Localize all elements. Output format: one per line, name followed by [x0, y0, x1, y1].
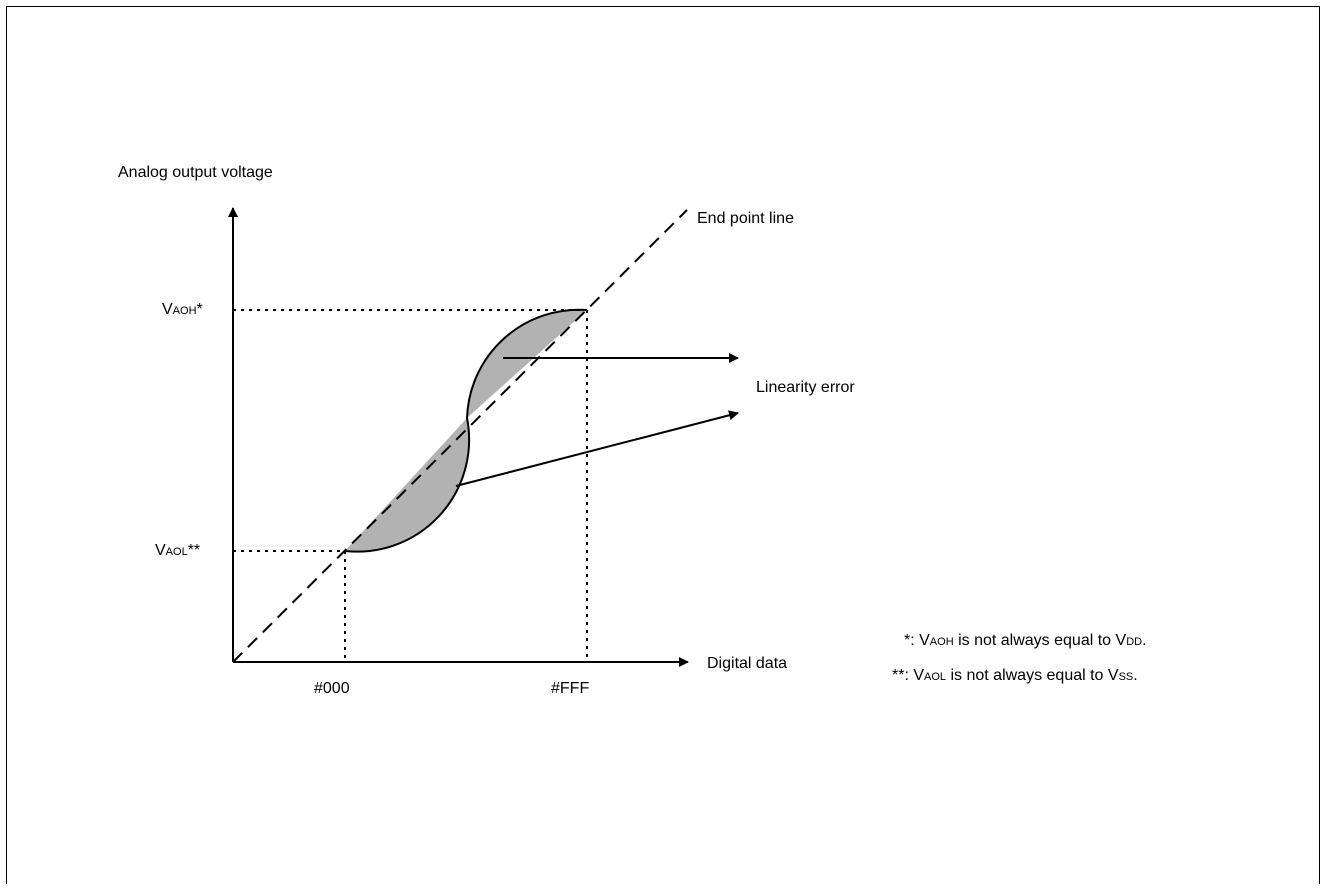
footnote-vaol: **: VAOL is not always equal to VSS. [892, 667, 1138, 684]
actual-output-curve [344, 308, 588, 553]
vaol-label: VAOL** [155, 542, 201, 559]
linearity-error-label: Linearity error [756, 379, 855, 396]
y-axis-label: Analog output voltage [118, 164, 273, 181]
error-region-lower [345, 418, 470, 552]
end-point-line [232, 209, 688, 663]
x-tick-000: #000 [314, 680, 350, 697]
x-axis-label: Digital data [707, 655, 788, 672]
end-point-line-label: End point line [697, 210, 794, 227]
footnote-vaoh: *: VAOH is not always equal to VDD. [904, 632, 1147, 649]
x-tick-fff: #FFF [551, 680, 590, 697]
vaoh-label: VAOH* [162, 301, 203, 318]
error-region-upper [467, 309, 587, 418]
figure-frame [6, 6, 1320, 884]
linearity-arrow-lower [455, 410, 739, 487]
